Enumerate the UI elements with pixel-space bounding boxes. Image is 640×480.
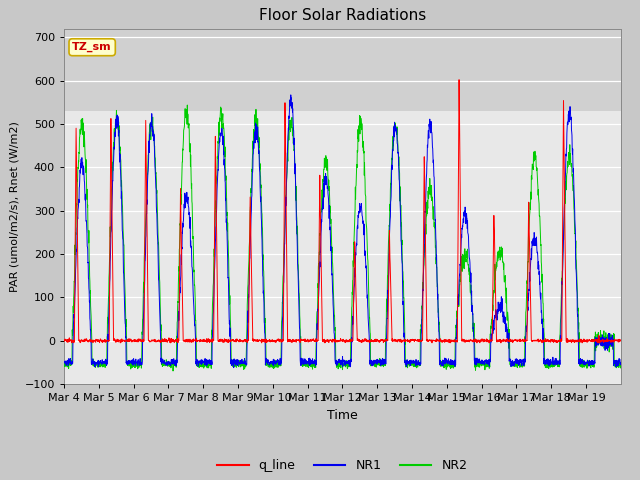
NR2 [609, 336, 617, 342]
q_line [116, 340, 124, 346]
Y-axis label: PAR (umol/m2/s), Rnet (W/m2): PAR (umol/m2/s), Rnet (W/m2) [9, 121, 19, 292]
NR1 [230, 365, 237, 371]
Line: NR2: NR2 [64, 105, 621, 371]
q_line [617, 337, 625, 343]
NR2 [116, 147, 124, 153]
NR1 [609, 342, 617, 348]
X-axis label: Time: Time [327, 408, 358, 421]
Line: q_line: q_line [64, 80, 621, 343]
NR2 [236, 364, 244, 370]
NR1 [542, 358, 550, 364]
Legend: q_line, NR1, NR2: q_line, NR1, NR2 [212, 454, 472, 477]
NR2 [542, 361, 550, 367]
Line: NR1: NR1 [64, 95, 621, 368]
NR2 [169, 368, 177, 374]
NR2 [184, 102, 191, 108]
NR1 [376, 357, 384, 362]
Text: TZ_sm: TZ_sm [72, 42, 112, 52]
NR1 [511, 362, 518, 368]
NR1 [116, 159, 124, 165]
q_line [236, 337, 244, 343]
NR1 [617, 360, 625, 366]
q_line [60, 338, 68, 344]
NR2 [60, 363, 68, 369]
Title: Floor Solar Radiations: Floor Solar Radiations [259, 9, 426, 24]
NR2 [617, 362, 625, 368]
NR1 [60, 359, 68, 365]
NR1 [236, 360, 244, 366]
q_line [455, 77, 463, 83]
q_line [376, 338, 384, 344]
NR2 [511, 362, 518, 368]
q_line [609, 337, 617, 343]
Bar [64, 29, 621, 111]
q_line [542, 337, 550, 343]
q_line [116, 337, 124, 343]
q_line [511, 337, 518, 343]
NR1 [287, 92, 294, 98]
NR2 [376, 360, 384, 366]
